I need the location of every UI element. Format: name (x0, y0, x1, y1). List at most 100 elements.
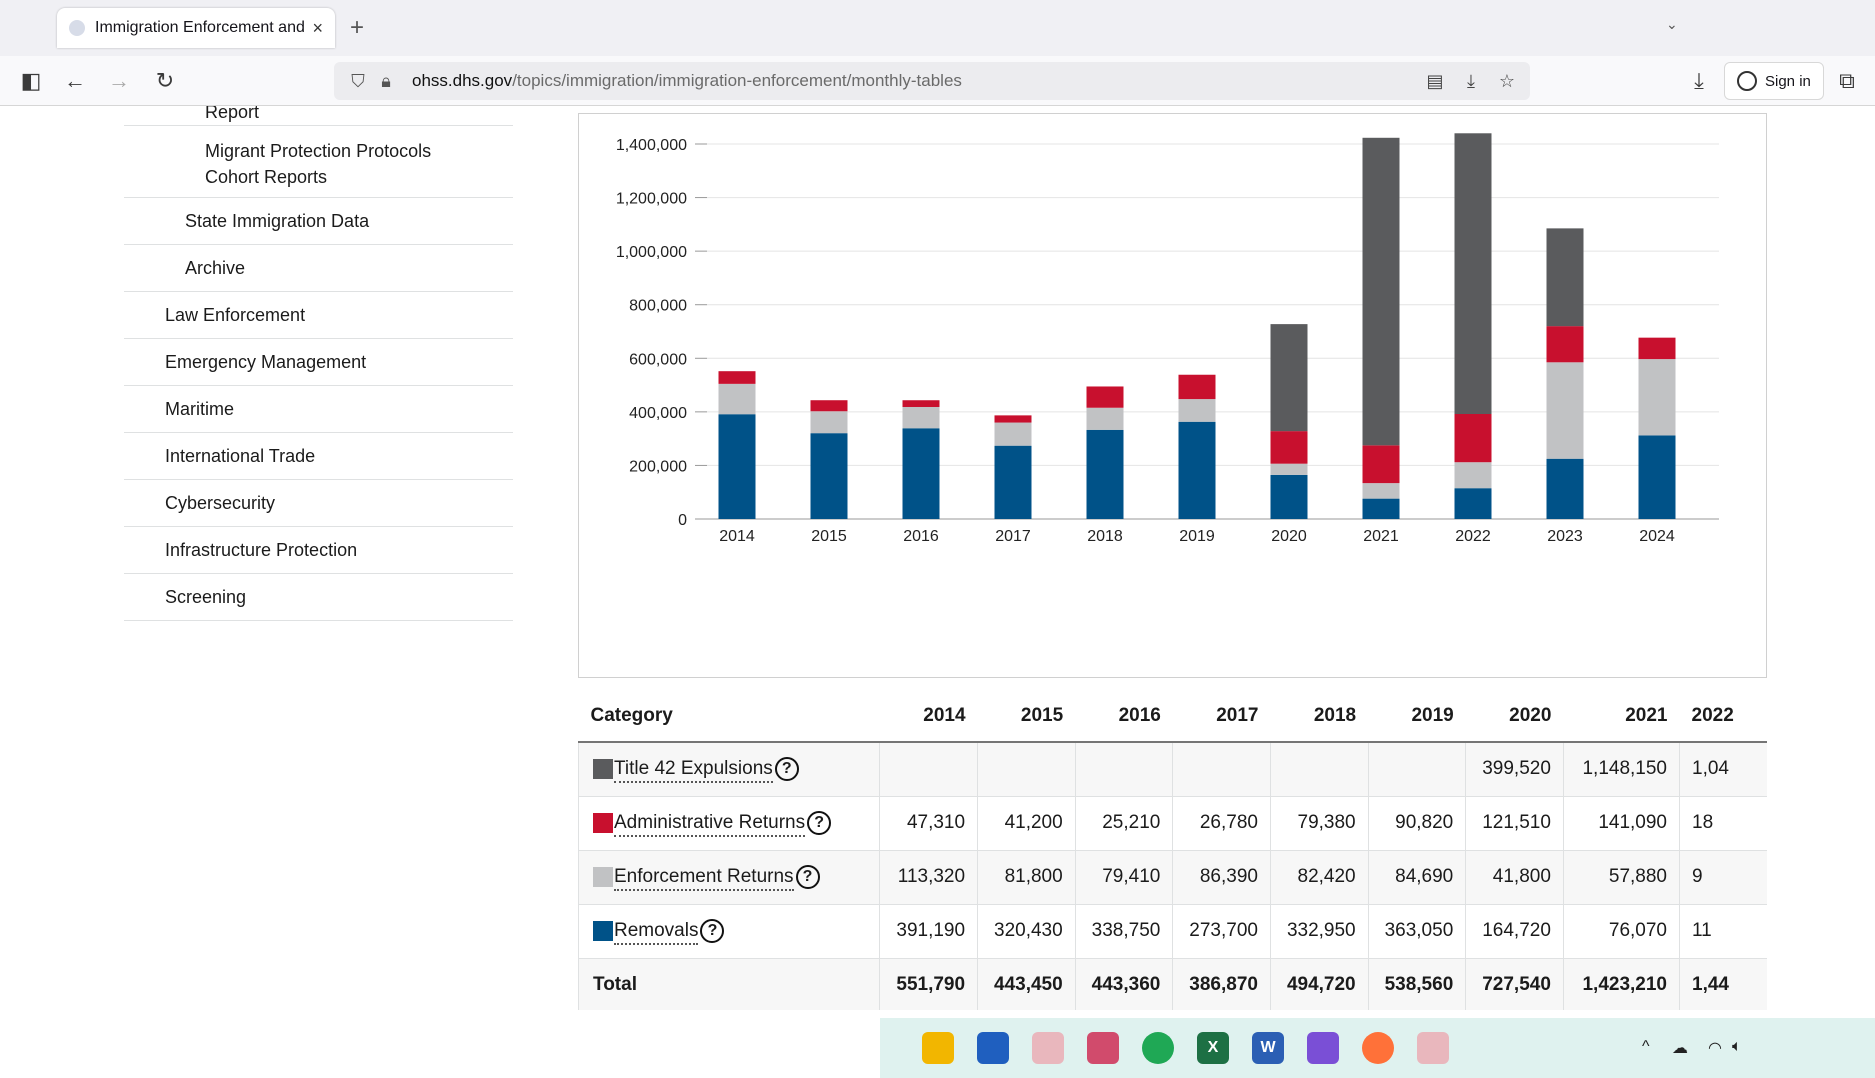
bar-segment (1270, 324, 1308, 432)
total-value-cell: 538,560 (1367, 958, 1466, 1010)
word-icon[interactable]: W (1252, 1032, 1284, 1064)
whatsapp-icon[interactable] (1142, 1032, 1174, 1064)
total-row: Total 551,790 443,450 443,360 386,870 494,720… (578, 958, 1767, 1010)
sidebar-item-law-enforcement[interactable]: Law Enforcement (124, 292, 513, 339)
value-cell: 25,210 (1074, 796, 1173, 851)
value-cell: 141,090 (1562, 796, 1680, 851)
reload-icon[interactable]: ↻ (155, 68, 175, 93)
enforcement-chart: 0 200,000 400,000 600,000 800,000 1,000,000 1,… (578, 113, 1767, 678)
shield-icon[interactable]: ⛉ (351, 70, 365, 91)
reader-view-icon[interactable]: ▤ (1426, 70, 1444, 91)
value-cell: 18 (1679, 796, 1767, 851)
save-to-pocket-icon[interactable]: ⤓ (1467, 70, 1475, 91)
enforcement-table-container[interactable]: Category 2014 2015 2016 2017 2018 2019 2… (578, 690, 1767, 1010)
x-tick-label: 2024 (1639, 528, 1675, 545)
app-icon[interactable] (1032, 1032, 1064, 1064)
store-icon[interactable] (977, 1032, 1009, 1064)
value-cell: 320,430 (977, 904, 1076, 959)
chevron-up-icon[interactable]: ^ (1642, 1038, 1650, 1055)
list-all-tabs-icon[interactable]: ⌄ (1666, 16, 1678, 32)
bookmark-star-icon[interactable]: ☆ (1498, 70, 1516, 91)
back-arrow-icon[interactable]: ← (64, 68, 86, 93)
value-cell: 79,380 (1269, 796, 1369, 851)
bar-segment (1178, 399, 1216, 422)
total-value-cell: 551,790 (879, 958, 978, 1010)
y-tick-label: 1,400,000 (616, 137, 687, 154)
table-row: Administrative Returns? 47,310 41,200 25,21… (578, 796, 1767, 851)
sidebar-item-state-immigration-data[interactable]: State Immigration Data (124, 198, 513, 245)
value-cell: 164,720 (1465, 904, 1564, 959)
firefox-icon[interactable] (1362, 1032, 1394, 1064)
sidebar-nav: Report Migrant Protection Protocols Coho… (124, 106, 513, 621)
close-tab-icon[interactable]: × (312, 17, 323, 38)
value-cell: 84,690 (1367, 850, 1466, 905)
browser-tab[interactable]: Immigration Enforcement and L × (57, 8, 335, 48)
downloads-icon[interactable]: ⤓ (1694, 68, 1704, 93)
sidebar-item-label: Infrastructure Protection (165, 540, 358, 560)
tab-title: Immigration Enforcement and L (95, 19, 307, 36)
sign-in-button[interactable]: Sign in (1724, 62, 1824, 100)
x-tick-label: 2020 (1271, 528, 1307, 545)
wifi-icon[interactable]: ◠ (1708, 1040, 1722, 1057)
bar-segment (1546, 362, 1584, 459)
bar-segment (1454, 414, 1492, 463)
new-tab-button[interactable]: + (350, 14, 365, 41)
url-text[interactable]: ohss.dhs.gov/topics/immigration/immigrat… (412, 71, 962, 90)
bar-segment (1362, 483, 1400, 499)
bar-segment (1178, 374, 1216, 400)
sidebar-toggle-icon[interactable]: ◧ (20, 68, 42, 93)
column-header-year: 2015 (977, 690, 1076, 743)
legend-swatch (593, 867, 613, 887)
sidebar-item-label: Cybersecurity (165, 493, 276, 513)
help-question-icon[interactable]: ? (774, 757, 799, 782)
file-explorer-icon[interactable] (922, 1032, 954, 1064)
onedrive-icon[interactable]: ☁ (1672, 1040, 1688, 1057)
sidebar-item-maritime[interactable]: Maritime (124, 386, 513, 433)
bar-segment (902, 400, 940, 407)
value-cell: 79,410 (1074, 850, 1173, 905)
sidebar-item-archive[interactable]: Archive (124, 245, 513, 292)
bar-segment (1086, 407, 1124, 430)
address-bar[interactable]: ⛉ 🔒︎ ohss.dhs.gov/topics/immigration/imm… (334, 62, 1530, 100)
x-tick-label: 2015 (811, 528, 847, 545)
bar-segment (994, 422, 1032, 446)
copilot-icon[interactable] (1307, 1032, 1339, 1064)
snipping-tool-icon[interactable] (1087, 1032, 1119, 1064)
total-value-cell: 727,540 (1465, 958, 1564, 1010)
sidebar-item-infrastructure-protection[interactable]: Infrastructure Protection (124, 527, 513, 574)
sidebar-item-label: Emergency Management (165, 352, 367, 372)
bar-segment (1454, 462, 1492, 489)
bar-segment (1178, 421, 1216, 519)
sidebar-item-label: Migrant Protection Protocols Cohort Repo… (205, 140, 432, 187)
category-cell: Removals? (578, 904, 880, 959)
category-label[interactable]: Title 42 Expulsions (614, 758, 773, 784)
stacked-bar-chart: 0 200,000 400,000 600,000 800,000 1,000,000 1,… (616, 133, 1719, 545)
navigation-bar: ◧ ← → ↻ ⛉ 🔒︎ ohss.dhs.gov/topics/immigra… (0, 56, 1875, 106)
sidebar-item-emergency-management[interactable]: Emergency Management (124, 339, 513, 386)
help-question-icon[interactable]: ? (795, 865, 820, 889)
category-label[interactable]: Enforcement Returns (614, 866, 794, 892)
forward-arrow-icon[interactable]: → (108, 68, 130, 93)
y-tick-label: 200,000 (629, 458, 687, 475)
total-value-cell: 1,44 (1679, 958, 1767, 1010)
lock-icon[interactable]: 🔒︎ (381, 70, 391, 91)
value-cell: 391,190 (879, 904, 978, 959)
sidebar-item-report[interactable]: Report (124, 106, 513, 126)
y-tick-label: 1,200,000 (616, 191, 687, 208)
sidebar-item-international-trade[interactable]: International Trade (124, 433, 513, 480)
help-question-icon[interactable]: ? (700, 919, 725, 943)
app-icon[interactable] (1417, 1032, 1449, 1064)
value-cell (879, 742, 978, 797)
sidebar-item-screening[interactable]: Screening (124, 574, 513, 621)
excel-icon[interactable]: X (1197, 1032, 1229, 1064)
category-label[interactable]: Administrative Returns (614, 812, 806, 838)
bar-segment (994, 445, 1032, 519)
help-question-icon[interactable]: ? (807, 811, 832, 835)
sidebar-item-mpp-cohort-reports[interactable]: Migrant Protection Protocols Cohort Repo… (124, 126, 513, 198)
extensions-icon[interactable]: ⧉ (1839, 68, 1855, 93)
value-cell: 121,510 (1465, 796, 1564, 851)
sidebar-item-cybersecurity[interactable]: Cybersecurity (124, 480, 513, 527)
category-cell: Enforcement Returns? (578, 850, 880, 905)
volume-icon[interactable]: 🔈︎ (1732, 1038, 1742, 1055)
category-label[interactable]: Removals (614, 920, 699, 946)
